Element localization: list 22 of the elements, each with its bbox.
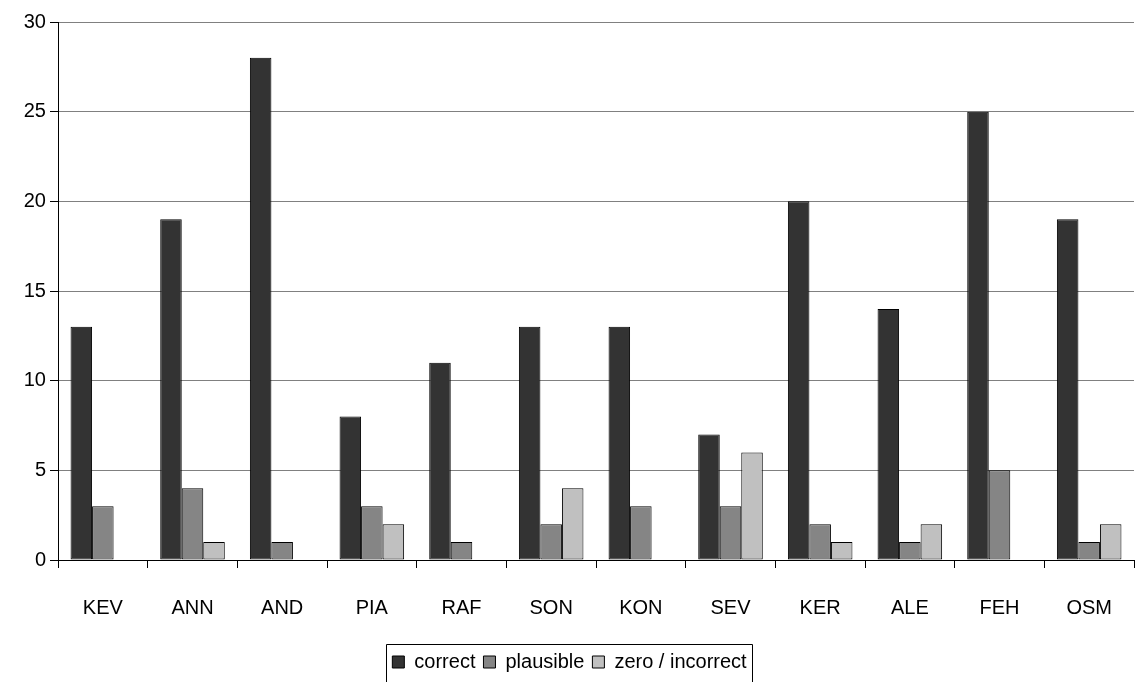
x-tick-label: AND	[261, 595, 304, 618]
y-tick-label: 30	[23, 9, 46, 32]
y-tick-label: 10	[23, 368, 46, 391]
x-tick-label: SON	[529, 595, 573, 618]
legend-label: plausible	[505, 649, 585, 672]
x-tick-label: SEV	[710, 595, 752, 618]
x-tick-label: ANN	[171, 595, 214, 618]
y-tick-label: 25	[23, 99, 46, 122]
legend-label: correct	[414, 649, 476, 672]
x-tick-label: PIA	[355, 595, 389, 618]
x-tick-label: ALE	[890, 595, 929, 618]
x-tick-label: FEH	[979, 595, 1020, 618]
legend-label: zero / incorrect	[614, 649, 748, 672]
x-tick-label: KEV	[82, 595, 124, 618]
x-tick-label: KER	[799, 595, 841, 618]
y-tick-label: 15	[23, 278, 46, 301]
x-tick-label: OSM	[1066, 595, 1112, 618]
y-tick-label: 5	[34, 457, 46, 480]
y-tick-label: 0	[34, 547, 46, 570]
x-tick-label: KON	[619, 595, 663, 618]
y-tick-label: 20	[23, 188, 46, 211]
x-tick-label: RAF	[441, 595, 482, 618]
